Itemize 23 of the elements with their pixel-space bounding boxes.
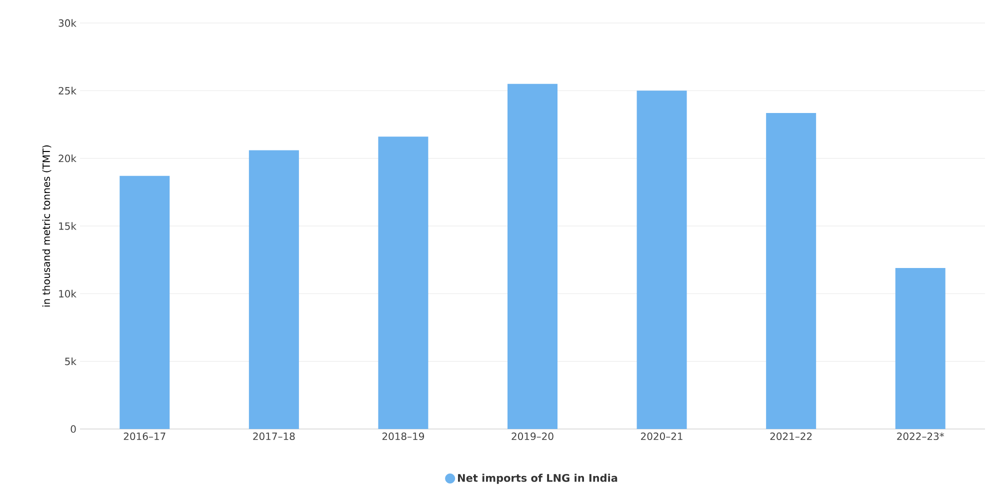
x-tick-label: 2017–18 [253, 432, 295, 440]
bar [895, 268, 946, 429]
x-tick-label: 2016–17 [124, 432, 166, 440]
bar [636, 90, 687, 429]
bar [120, 176, 170, 429]
bar [378, 136, 428, 429]
y-tick-label: 25k [58, 86, 76, 95]
bar [248, 150, 299, 429]
y-tick-label: 10k [59, 290, 76, 298]
bar [766, 112, 816, 429]
x-tick-label: 2019–20 [512, 432, 554, 440]
x-tick-label: 2021–22 [770, 432, 812, 440]
y-tick-label: 20k [58, 154, 76, 162]
y-axis-title: in thousand metric tonnes (TMT) [42, 145, 52, 307]
y-tick-label: 5k [65, 357, 76, 366]
x-tick-label: 2022–23* [897, 432, 944, 440]
y-tick-label: 0 [70, 425, 76, 433]
bar [508, 84, 558, 429]
x-tick-label: 2018–19 [382, 432, 424, 440]
legend-label: Net imports of LNG in India [458, 474, 618, 484]
x-tick-label: 2020–21 [641, 432, 682, 440]
y-tick-label: 30k [58, 19, 76, 27]
y-tick-label: 15k [59, 222, 76, 230]
